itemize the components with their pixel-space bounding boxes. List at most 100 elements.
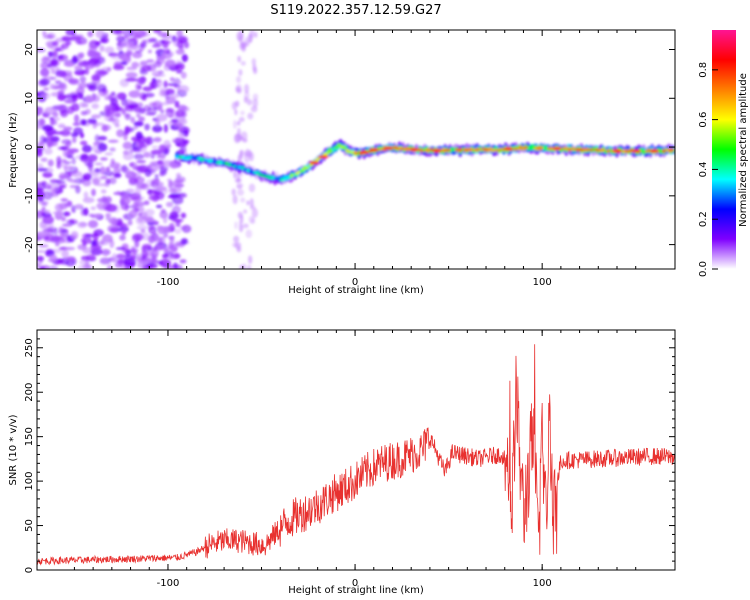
noise-blob [71,31,77,37]
ridge-cell [203,158,209,161]
noise-blob [136,225,148,231]
noise-blob [87,220,99,229]
noise-blob [37,146,43,155]
noise-blob [237,189,245,196]
ridge-cell [237,165,242,169]
noise-blob [74,34,84,39]
noise-blob [93,229,104,237]
noise-blob [148,235,155,244]
noise-blob [124,265,131,269]
noise-blob [236,31,244,41]
noise-blob [113,167,121,175]
y-tick-label: 20 [24,43,35,56]
noise-blob [146,59,155,63]
noise-blob [164,59,176,69]
noise-blob [58,174,68,180]
noise-blob [179,259,187,264]
noise-blob [47,265,59,269]
noise-blob [75,185,81,194]
ridge-cell [262,174,268,178]
noise-blob [37,168,48,172]
noise-blob [149,102,158,107]
noise-blob [52,50,58,57]
noise-blob [245,40,250,47]
noise-blob [135,50,143,54]
noise-blob [138,196,145,200]
noise-blob [117,257,125,267]
noise-blob [135,113,141,118]
noise-blob [129,148,134,154]
snr-frame [36,329,676,571]
noise-blob [170,118,179,124]
ridge-cell [661,148,667,153]
noise-blob [82,174,88,181]
ridge-cell [589,148,594,152]
noise-blob [234,133,242,143]
noise-blob [70,231,79,240]
ridge-cell [259,173,264,177]
noise-blob [52,111,59,118]
noise-blob [93,122,105,126]
noise-blob [103,170,115,177]
noise-blob [60,129,71,137]
noise-blob [239,150,244,160]
noise-blob [159,210,168,219]
noise-blob [37,231,48,238]
noise-blob [40,62,49,70]
noise-blob [243,96,248,104]
ridge-cell [296,170,301,174]
noise-blob [122,141,133,150]
noise-blob [42,30,47,37]
noise-blob [174,64,183,69]
ridge-cell [314,158,320,162]
noise-blob [62,211,71,217]
noise-blob [175,109,185,118]
noise-blob [41,202,48,207]
noise-blob [58,83,66,89]
noise-blob [62,149,69,158]
noise-blob [82,241,87,247]
noise-blob [171,196,184,205]
ridge-cell [240,166,246,170]
noise-blob [46,249,55,256]
noise-blob [177,133,186,137]
noise-blob [252,67,258,75]
ridge-cell [181,156,187,160]
noise-blob [112,64,125,71]
noise-blob [40,157,48,162]
noise-blob [43,226,54,230]
noise-blob [61,223,73,227]
noise-blob [235,86,241,93]
noise-blob [110,158,115,164]
noise-blob [158,144,166,153]
noise-blob [73,127,84,135]
noise-blob [64,246,76,251]
noise-blob [150,153,156,159]
noise-blob [105,166,111,173]
noise-blob [42,171,53,178]
noise-blob [168,242,174,249]
ridge-cell [289,173,295,178]
noise-blob [153,136,162,143]
noise-blob [116,35,125,42]
noise-blob [79,101,87,108]
noise-blob [153,42,160,48]
noise-blob [133,200,140,205]
noise-blob [249,30,255,38]
noise-blob [86,254,96,262]
noise-blob [37,191,45,198]
y-tick-label: -10 [24,188,35,204]
noise-blob [47,159,54,167]
noise-blob [105,178,111,185]
noise-blob [141,64,152,72]
noise-blob [47,182,59,192]
noise-blob [111,253,118,261]
noise-blob [41,206,47,215]
noise-blob [130,246,136,253]
noise-blob [137,206,145,212]
noise-blob [238,117,245,123]
noise-blob [92,144,99,153]
x-tick-label: 0 [352,578,358,589]
noise-blob [42,215,54,225]
